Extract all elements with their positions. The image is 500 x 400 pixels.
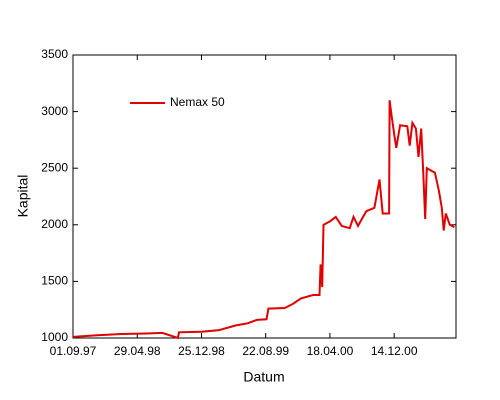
y-tick-label: 3000: [41, 104, 68, 118]
x-tick-label: 29.04.98: [114, 344, 161, 358]
y-tick-label: 3500: [41, 47, 68, 61]
y-tick-label: 2000: [41, 217, 68, 231]
y-tick-label: 2500: [41, 160, 68, 174]
x-axis-label: Datum: [243, 369, 284, 385]
data-line: [72, 100, 455, 340]
y-tick-label: 1000: [41, 330, 68, 344]
x-tick-label: 14.12.00: [371, 344, 418, 358]
y-axis-label: Kapital: [15, 175, 31, 218]
legend-label: Nemax 50: [170, 95, 225, 109]
x-tick-label: 25.12.98: [178, 344, 225, 358]
x-tick-label: 18.04.00: [307, 344, 354, 358]
x-tick-label: 01.09.97: [50, 344, 97, 358]
plot-frame: [72, 54, 457, 339]
y-tick-label: 1500: [41, 274, 68, 288]
x-tick-label: 22.08.99: [242, 344, 289, 358]
